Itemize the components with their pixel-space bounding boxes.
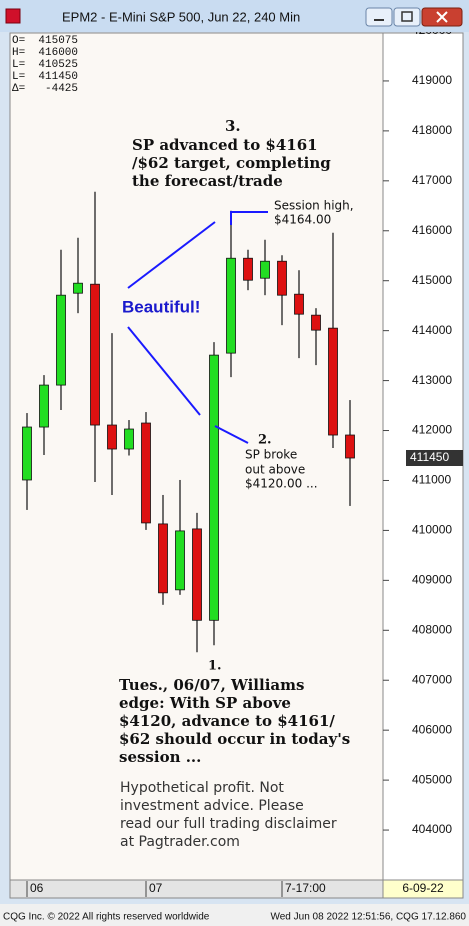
annotation-text: $62 should occur in today's: [119, 730, 350, 748]
x-tick-label: 7-17:00: [285, 881, 326, 895]
minimize-button[interactable]: [365, 7, 393, 27]
candle-body: [141, 422, 151, 524]
candle-body: [73, 282, 83, 294]
app-icon: [5, 8, 21, 24]
annotation-text: $4120, advance to $4161/: [119, 712, 335, 730]
y-tick-label: 406000: [412, 722, 452, 736]
maximize-icon: [401, 11, 413, 22]
info-box: O= 415075 H= 416000 L= 410525 L= 411450 …: [12, 35, 78, 95]
annotation-text: out above: [245, 463, 305, 477]
close-icon: [436, 11, 448, 23]
y-tick-label: 409000: [412, 573, 452, 587]
annotation-text: edge: With SP above: [119, 694, 291, 712]
info-line: L= 411450: [12, 71, 78, 83]
candle-body: [124, 428, 134, 450]
time-axis: 06 07 7-17:00: [26, 881, 326, 897]
y-tick-label: 411000: [412, 473, 451, 487]
y-tick-label: 414000: [412, 323, 452, 337]
candle-body: [328, 327, 338, 436]
candle-body: [39, 384, 49, 428]
y-tick-label: 419000: [412, 73, 452, 87]
y-tick-label: 417000: [412, 173, 452, 187]
annotation-text: Tues., 06/07, Williams: [119, 676, 304, 694]
y-tick-label: 413000: [412, 373, 452, 387]
annotation-line: [230, 211, 268, 225]
annotation-text: $4120.00 ...: [245, 477, 318, 491]
x-tick-label: 06: [30, 881, 44, 895]
plot-layer: 404000 405000 406000 407000 408000 409000 4100…: [22, 23, 463, 836]
footer-right: Wed Jun 08 2022 12:51:56, CQG 17.12.860: [270, 912, 466, 923]
y-tick-label: 408000: [412, 622, 452, 636]
y-tick-label: 415000: [412, 273, 452, 287]
info-line: O= 415075: [12, 35, 78, 47]
footer-left: CQG Inc. © 2022 All rights reserved worl…: [3, 912, 210, 923]
y-tick-label: 410000: [412, 523, 452, 537]
annotation-number: 3.: [225, 117, 241, 135]
candle-body: [192, 528, 202, 621]
annotation-text: $4164.00: [274, 213, 331, 227]
annotation-text: session ...: [119, 748, 201, 766]
candle-body: [277, 260, 287, 296]
annotation-text: /$62 target, completing: [132, 154, 331, 172]
annotation-text: Session high,: [274, 199, 354, 213]
last-price-label: 411450: [410, 450, 449, 464]
disclaimer-text: at Pagtrader.com: [120, 834, 240, 850]
candle-body: [226, 257, 236, 354]
candle-body: [311, 314, 321, 331]
info-line: Δ= -4425: [12, 83, 78, 95]
annotation-text: SP advanced to $4161: [132, 136, 318, 154]
candle-body: [107, 424, 117, 450]
candle-body: [243, 257, 253, 281]
candle-body: [22, 426, 32, 481]
candle-body: [56, 294, 66, 386]
date-box: [382, 879, 464, 899]
annotation-line: [127, 326, 201, 416]
y-tick-label: 416000: [412, 223, 452, 237]
candle-body: [345, 434, 355, 459]
y-tick-label: 407000: [412, 672, 452, 686]
candle-body: [260, 260, 270, 279]
annotation-number: 2.: [258, 433, 272, 448]
y-tick-label: 418000: [412, 123, 452, 137]
annotation-line: [214, 425, 249, 444]
maximize-button[interactable]: [393, 7, 421, 27]
date-label: 6-09-22: [402, 881, 444, 895]
last-price-box: [406, 449, 463, 466]
candle-body: [158, 523, 168, 594]
disclaimer-text: read our full trading disclaimer: [120, 816, 337, 832]
disclaimer-text: Hypothetical profit. Not: [120, 780, 284, 796]
annotation-text: Beautiful!: [122, 297, 200, 316]
y-tick-label: 412000: [412, 423, 452, 437]
annotation-text: the forecast/trade: [132, 172, 283, 190]
y-tick-label: 405000: [412, 772, 452, 786]
y-tick-label: 404000: [412, 822, 452, 836]
candle-body: [209, 354, 219, 621]
status-bar: [0, 904, 469, 926]
window-title: EPM2 - E-Mini S&P 500, Jun 22, 240 Min: [62, 9, 300, 24]
info-line: L= 410525: [12, 59, 78, 71]
annotation-number: 1.: [208, 659, 222, 674]
candle-body: [90, 283, 100, 426]
annotation-text: SP broke: [245, 448, 297, 462]
info-line: H= 416000: [12, 47, 78, 59]
candle-body: [175, 530, 185, 591]
annotation-line: [127, 221, 216, 289]
x-tick-label: 07: [149, 881, 163, 895]
disclaimer-text: investment advice. Please: [120, 798, 304, 814]
candle-body: [294, 293, 304, 315]
plot-area: [9, 32, 384, 881]
